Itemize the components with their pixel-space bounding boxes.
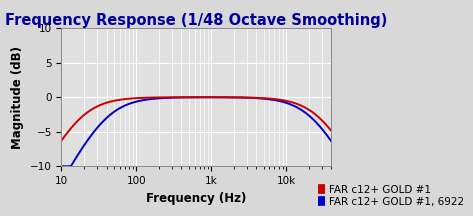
Y-axis label: Magnitude (dB): Magnitude (dB) [11, 46, 24, 149]
Title: Frequency Response (1/48 Octave Smoothing): Frequency Response (1/48 Octave Smoothin… [5, 13, 387, 28]
X-axis label: Frequency (Hz): Frequency (Hz) [146, 192, 246, 205]
Legend: FAR c12+ GOLD #1, FAR c12+ GOLD #1, 6922: FAR c12+ GOLD #1, FAR c12+ GOLD #1, 6922 [314, 181, 468, 211]
